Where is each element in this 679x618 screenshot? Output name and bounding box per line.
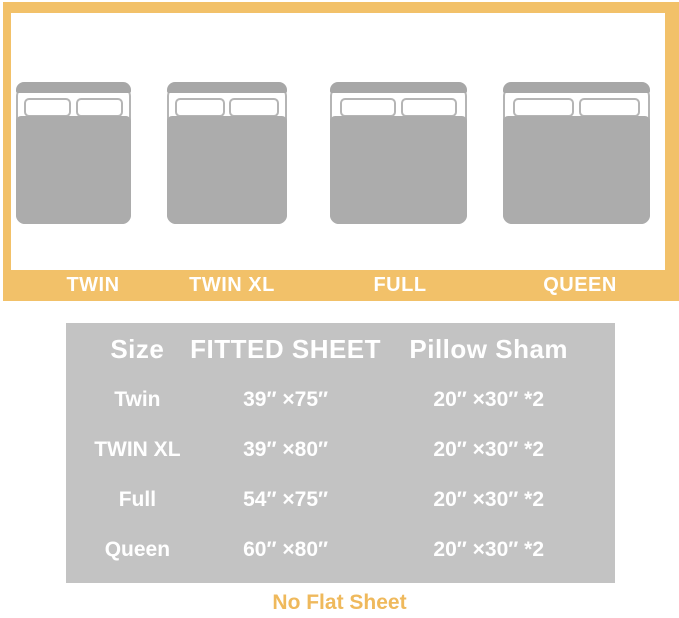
mattress — [330, 116, 467, 224]
bed-label-twin: TWIN — [66, 274, 120, 296]
table-cell-pillow-sham: 20″ ×30″ *2 — [433, 438, 545, 461]
frame-border-top — [3, 2, 679, 13]
frame-border-right — [665, 2, 679, 301]
column-header-fitted-sheet: FITTED SHEET — [190, 333, 382, 364]
headboard — [16, 82, 131, 93]
mattress — [16, 116, 131, 224]
no-flat-sheet-note: No Flat Sheet — [272, 591, 407, 614]
bed-label-twin-xl: TWIN XL — [189, 274, 275, 296]
headboard — [167, 82, 287, 93]
pillow-icon — [339, 98, 396, 117]
headboard — [330, 82, 467, 93]
bed-icon-full — [330, 82, 467, 224]
column-header-size: Size — [110, 333, 165, 364]
pillow-icon — [229, 98, 279, 117]
table-cell-size: Twin — [114, 388, 161, 411]
table-cell-size: Full — [118, 488, 157, 511]
pillow-icon — [75, 98, 123, 117]
column-header-pillow-sham: Pillow Sham — [409, 333, 569, 364]
table-cell-size: TWIN XL — [94, 438, 181, 461]
size-table: Size FITTED SHEET Pillow Sham Twin 39″ ×… — [66, 323, 615, 583]
mattress — [167, 116, 287, 224]
table-cell-pillow-sham: 20″ ×30″ *2 — [433, 538, 545, 561]
table-cell-pillow-sham: 20″ ×30″ *2 — [433, 388, 545, 411]
bed-label-queen: QUEEN — [543, 274, 617, 296]
headboard — [503, 82, 650, 93]
bed-label-full: FULL — [373, 274, 427, 296]
pillow-icon — [513, 98, 574, 117]
pillow-icon — [24, 98, 72, 117]
pillow-icon — [175, 98, 225, 117]
pillow-icon — [579, 98, 640, 117]
table-cell-fitted-sheet: 39″ ×75″ — [243, 388, 329, 411]
table-cell-fitted-sheet: 60″ ×80″ — [243, 538, 329, 561]
table-cell-size: Queen — [104, 538, 171, 561]
bed-icon-queen — [503, 82, 650, 224]
table-cell-fitted-sheet: 39″ ×80″ — [243, 438, 329, 461]
table-cell-fitted-sheet: 54″ ×75″ — [243, 488, 329, 511]
pillow-icon — [401, 98, 458, 117]
bed-label-bar: TWIN TWIN XL FULL QUEEN — [3, 270, 679, 301]
bed-icon-twin-xl — [167, 82, 287, 224]
table-cell-pillow-sham: 20″ ×30″ *2 — [433, 488, 545, 511]
frame-border-left — [3, 2, 11, 301]
mattress — [503, 116, 650, 224]
bed-icon-twin — [16, 82, 131, 224]
